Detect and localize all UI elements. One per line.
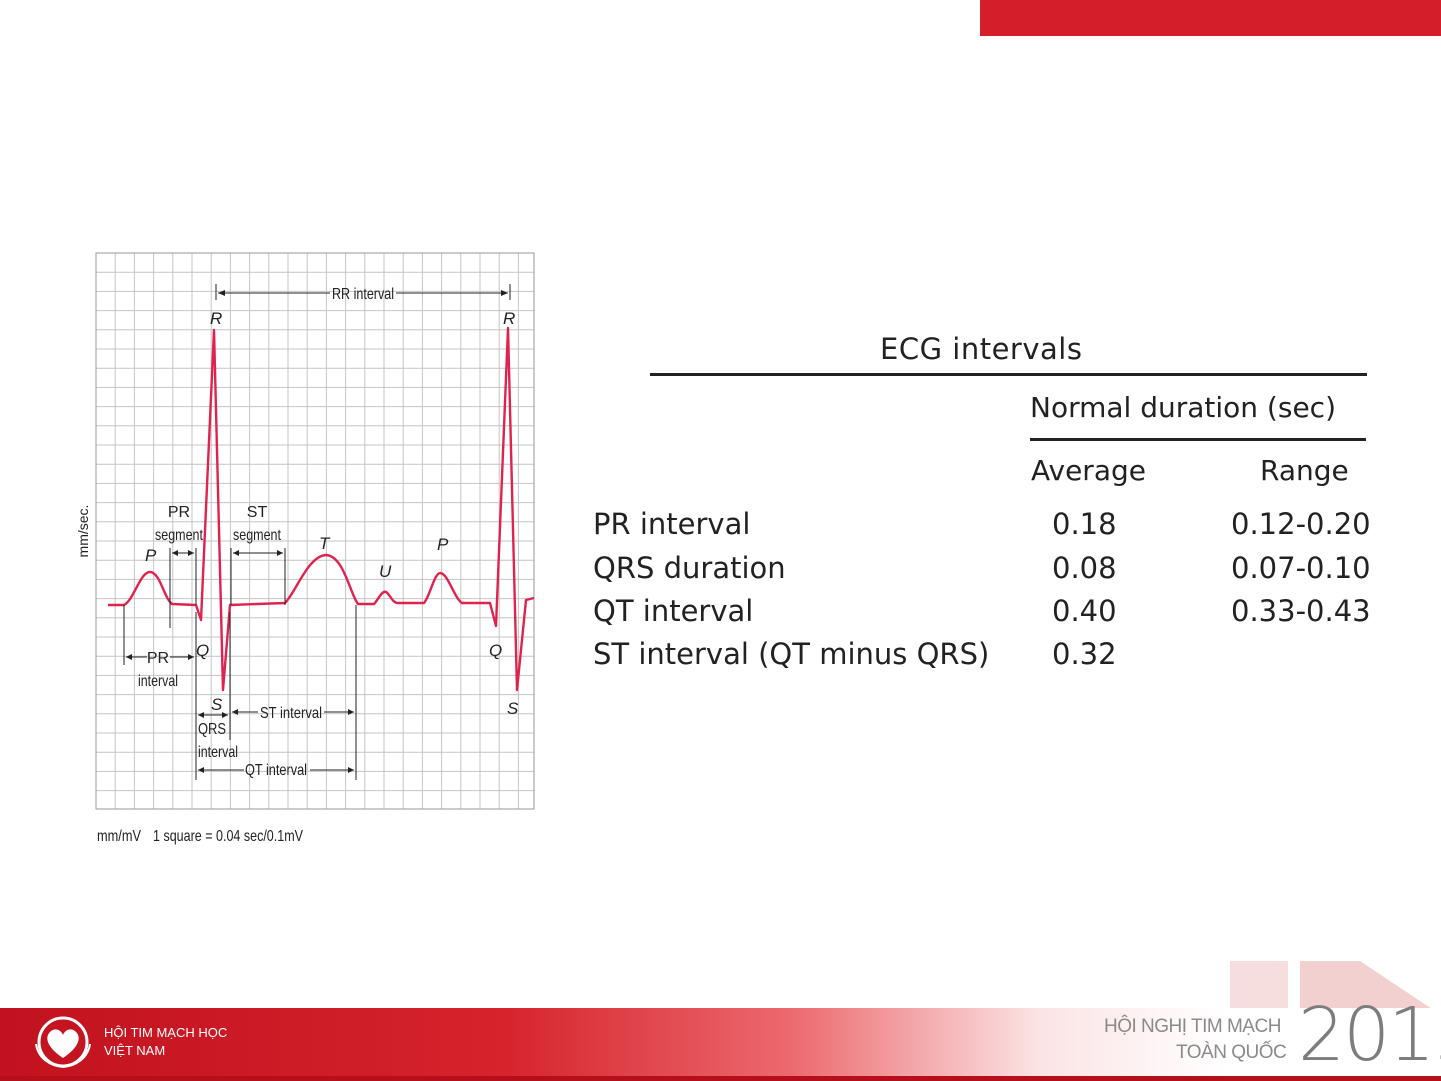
footer-bottom-line — [0, 1076, 1441, 1081]
wave-label-r2: R — [503, 309, 515, 328]
wave-label-u: U — [379, 562, 392, 581]
arrowheads — [126, 290, 508, 773]
top-accent-bar — [980, 0, 1441, 36]
footer-band — [0, 1008, 1441, 1081]
row-label: QT interval — [593, 594, 754, 628]
arrowhead — [126, 654, 132, 660]
scale-unit-note: mm/mV — [97, 828, 141, 845]
arrowhead — [218, 290, 225, 296]
pr-interval-label-1: PR — [147, 650, 169, 667]
association-logo-icon — [35, 1016, 91, 1068]
ecg-diagram-svg: R R P P Q Q S S T U RR interval PR segme… — [75, 252, 535, 845]
measurement-lines — [123, 284, 511, 780]
wave-label-q2: Q — [489, 641, 502, 660]
column-header-average: Average — [1031, 454, 1146, 487]
st-interval-label: ST interval — [260, 705, 322, 722]
y-axis-label: mm/sec. — [75, 505, 91, 558]
st-segment-label-1: ST — [247, 504, 268, 521]
arrowhead — [198, 712, 204, 718]
conference-name-line1: HỘI NGHỊ TIM MẠCH — [1104, 1016, 1281, 1037]
organization-name-line2: VIỆT NAM — [104, 1043, 166, 1058]
row-average: 0.08 — [1052, 551, 1117, 585]
arrowhead — [188, 550, 194, 556]
qrs-interval-label-1: QRS — [198, 721, 226, 738]
table-top-rule — [650, 373, 1367, 376]
wave-label-p1: P — [145, 546, 157, 565]
wave-label-p2: P — [437, 535, 449, 554]
row-range: 0.12-0.20 — [1231, 507, 1371, 541]
pr-segment-label-2: segment — [155, 527, 203, 544]
row-average: 0.40 — [1052, 594, 1117, 628]
table-subheader-rule — [1030, 438, 1366, 441]
ecg-grid — [95, 252, 534, 809]
wave-label-s2: S — [507, 699, 519, 718]
conference-year: 2015 — [1298, 992, 1441, 1078]
ecg-diagram: R R P P Q Q S S T U RR interval PR segme… — [0, 0, 600, 870]
st-segment-label-2: segment — [233, 527, 281, 544]
row-label: QRS duration — [593, 551, 786, 585]
arrowhead — [198, 767, 204, 773]
conference-name-line2: TOÀN QUỐC — [1176, 1042, 1287, 1063]
row-average: 0.32 — [1052, 637, 1117, 671]
ecg-trace — [108, 326, 535, 692]
wave-label-q1: Q — [196, 641, 209, 660]
arrowhead — [277, 550, 283, 556]
ecg-frame — [95, 252, 535, 810]
pr-segment-label-1: PR — [168, 504, 190, 521]
wave-label-s1: S — [211, 695, 223, 714]
wave-label-t: T — [319, 534, 331, 553]
wave-labels: R R P P Q Q S S T U — [145, 309, 519, 718]
arrowhead — [172, 550, 178, 556]
arrowhead — [232, 709, 238, 715]
row-average: 0.18 — [1052, 507, 1117, 541]
table-subheader: Normal duration (sec) — [1030, 391, 1336, 424]
row-range: 0.07-0.10 — [1231, 551, 1371, 585]
qrs-interval-label-2: interval — [198, 744, 238, 761]
row-label: ST interval (QT minus QRS) — [593, 637, 990, 671]
watermark-shape — [1230, 961, 1441, 1015]
arrowhead — [348, 709, 354, 715]
table-title: ECG intervals — [880, 332, 1083, 366]
arrowhead — [233, 550, 239, 556]
qt-interval-label: QT interval — [245, 762, 307, 779]
arrowhead — [222, 712, 228, 718]
scale-note: 1 square = 0.04 sec/0.1mV — [153, 828, 303, 845]
arrowhead — [348, 767, 354, 773]
arrowhead — [188, 654, 194, 660]
column-header-range: Range — [1260, 454, 1349, 487]
row-label: PR interval — [593, 507, 751, 541]
arrowhead — [501, 290, 508, 296]
interval-labels: RR interval PR segment ST segment PR int… — [138, 286, 394, 779]
row-range: 0.33-0.43 — [1231, 594, 1371, 628]
pr-interval-label-2: interval — [138, 673, 178, 690]
rr-interval-label: RR interval — [332, 286, 394, 303]
organization-name-line1: HỘI TIM MẠCH HỌC — [104, 1025, 228, 1040]
wave-label-r1: R — [210, 309, 222, 328]
